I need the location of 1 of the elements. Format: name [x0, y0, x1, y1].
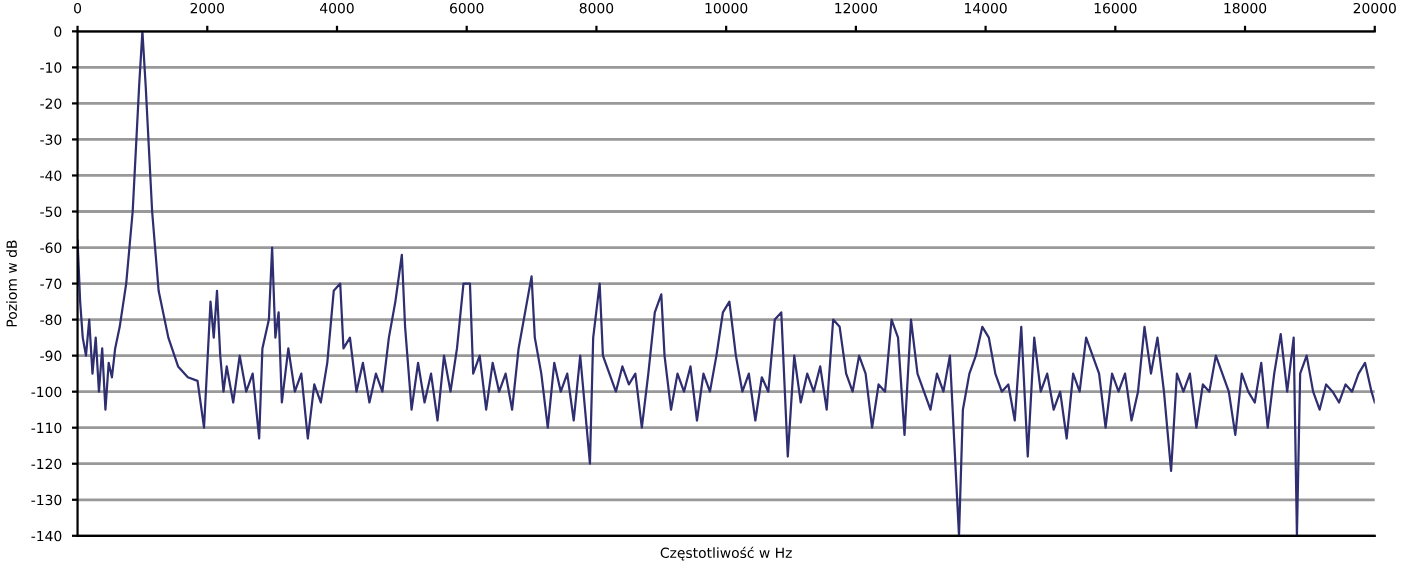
line-series — [77, 31, 1375, 536]
